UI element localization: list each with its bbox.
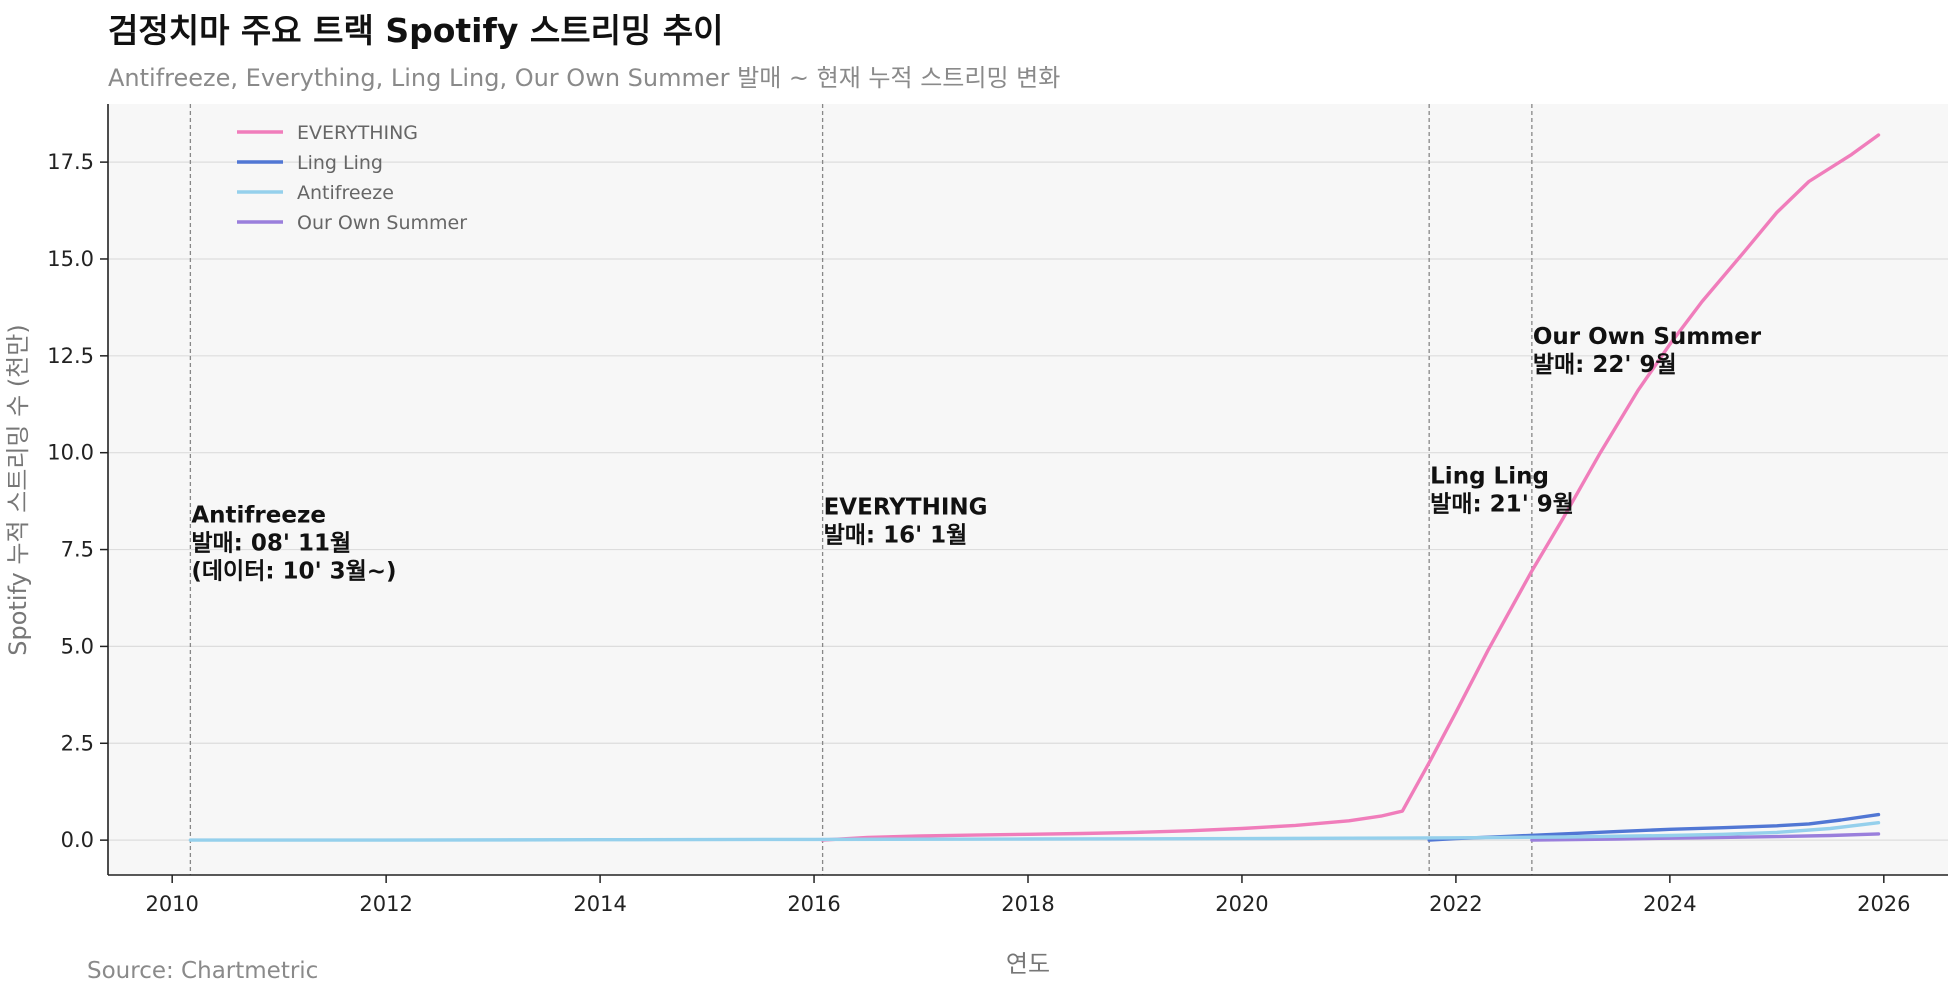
series-line-our-own-summer	[1530, 832, 1881, 842]
y-axis-label: Spotify 누적 스트리밍 수 (천만)	[4, 324, 32, 655]
y-tick-label: 7.5	[61, 538, 94, 562]
y-tick-label: 12.5	[47, 344, 94, 368]
y-tick-label: 0.0	[61, 828, 94, 852]
legend-label: Antifreeze	[297, 182, 394, 204]
x-axis-label: 연도	[1006, 950, 1050, 978]
legend-label: EVERYTHING	[297, 122, 418, 144]
x-tick-label: 2018	[1001, 892, 1054, 916]
y-tick-label: 17.5	[47, 150, 94, 174]
y-tick-label: 10.0	[47, 441, 94, 465]
legend: EVERYTHING Ling Ling Antifreeze Our Own Sum…	[237, 122, 467, 234]
release-annotation-text: (데이터: 10' 3월~)	[191, 558, 396, 584]
x-tick-label: 2016	[787, 892, 840, 916]
release-annotation-text: 발매: 22' 9월	[1533, 352, 1677, 378]
x-tick-label: 2022	[1429, 892, 1482, 916]
plot-background	[108, 104, 1948, 875]
release-annotation-text: Antifreeze	[191, 502, 326, 528]
series-layer	[188, 133, 1881, 842]
x-tick-label: 2012	[359, 892, 412, 916]
legend-label: Our Own Summer	[297, 212, 467, 234]
release-annotation-text: 발매: 21' 9월	[1430, 492, 1574, 518]
y-tick-label: 5.0	[61, 634, 94, 658]
x-tick-label: 2010	[145, 892, 198, 916]
series-line-antifreeze	[188, 821, 1881, 842]
chart-title: 검정치마 주요 트랙 Spotify 스트리밍 추이	[108, 11, 724, 50]
x-tick-label: 2026	[1857, 892, 1910, 916]
legend-label: Ling Ling	[297, 152, 383, 174]
release-markers	[189, 104, 1533, 875]
y-tick-label: 15.0	[47, 247, 94, 271]
release-annotation-text: Our Own Summer	[1533, 324, 1762, 350]
series-line-everything	[820, 133, 1881, 842]
x-tick-label: 2014	[573, 892, 626, 916]
release-annotation-text: Ling Ling	[1430, 464, 1549, 490]
x-tick-label: 2020	[1215, 892, 1268, 916]
x-tick-label: 2024	[1643, 892, 1696, 916]
tick-layer: 0.0 2.5 5.0 7.5 10.0 12.5 15.0 17.5 2010 2012 2014…	[47, 150, 1910, 916]
source-note: Source: Chartmetric	[87, 958, 319, 984]
release-annotation-text: 발매: 08' 11월	[191, 530, 351, 556]
release-annotation-text: 발매: 16' 1월	[824, 523, 968, 549]
chart-subtitle: Antifreeze, Everything, Ling Ling, Our O…	[108, 64, 1061, 92]
y-tick-label: 2.5	[61, 731, 94, 755]
release-annotation-text: EVERYTHING	[824, 495, 988, 521]
